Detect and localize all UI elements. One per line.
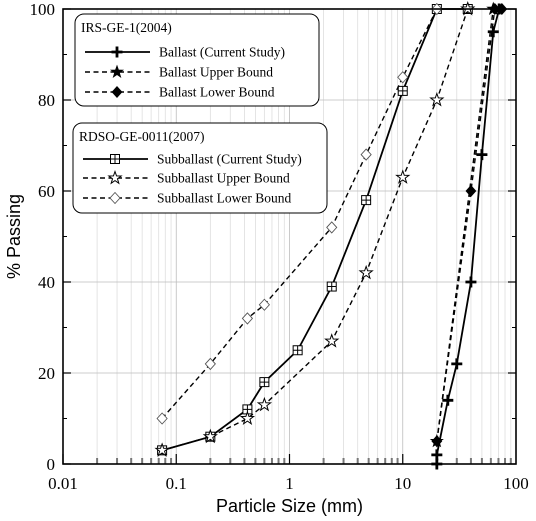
y-tick-label: 20: [38, 364, 55, 383]
marker-star-open: [239, 410, 256, 425]
legend-group: RDSO-GE-0011(2007) Subballast (Current St…: [72, 122, 328, 214]
legend-box: [72, 122, 328, 214]
series-line: [161, 8, 468, 452]
marker-star-open: [324, 333, 340, 348]
marker-plus: [476, 149, 488, 161]
marker-plus: [111, 46, 123, 58]
marker-square-plus: [361, 195, 372, 206]
marker-plus: [451, 358, 463, 370]
marker-diamond-open: [360, 148, 372, 161]
marker-diamond-open: [204, 357, 216, 371]
series: [431, 3, 505, 470]
x-tick-label: 1: [285, 474, 294, 493]
legend-label: Subballast Upper Bound: [157, 171, 290, 186]
y-tick-label: 40: [38, 273, 55, 292]
legend-label: Subballast (Current Study): [157, 152, 302, 167]
x-tick-label: 10: [394, 474, 411, 493]
marker-star-open: [154, 442, 170, 457]
marker-star-open: [256, 396, 273, 412]
marker-diamond-open: [397, 71, 409, 84]
marker-star-open: [202, 428, 218, 444]
x-axis-label: Particle Size (mm): [216, 496, 363, 516]
legend-title: RDSO-GE-0011(2007): [79, 129, 205, 144]
series-line: [161, 8, 438, 419]
legend-item: Subballast Upper Bound: [83, 169, 290, 186]
tick-labels: 0.01 0.1 1 10 100 0 20 40 60 80 100: [30, 0, 529, 493]
legend-item: Ballast Upper Bound: [85, 65, 273, 80]
marker-square-plus: [110, 154, 120, 164]
marker-square-plus: [292, 345, 303, 356]
y-tick-label: 100: [30, 0, 56, 19]
y-tick-label: 60: [38, 182, 55, 201]
marker-diamond-filled: [111, 86, 123, 98]
marker-diamond-open: [258, 298, 270, 311]
marker-square-plus: [259, 377, 270, 388]
marker-diamond-open: [156, 412, 168, 425]
x-tick-label: 0.1: [166, 474, 187, 493]
marker-diamond-open: [241, 312, 254, 325]
marker-plus: [465, 276, 477, 288]
marker-plus: [431, 449, 443, 461]
marker-diamond-open: [326, 221, 338, 234]
legend-label: Ballast Lower Bound: [159, 85, 275, 100]
legend-label: Subballast Lower Bound: [157, 191, 291, 206]
axis-ticks: [62, 8, 516, 465]
marker-diamond-filled: [431, 435, 443, 448]
x-tick-label: 0.01: [48, 474, 78, 493]
marker-star-open: [395, 169, 411, 184]
legend-item: Subballast Lower Bound: [83, 191, 291, 206]
plot-frame: [62, 8, 517, 465]
legend-label: Ballast (Current Study): [159, 45, 285, 60]
series: [154, 0, 476, 457]
series-line: [436, 8, 502, 442]
marker-square-plus: [326, 281, 337, 292]
legend-item: Subballast (Current Study): [83, 152, 302, 167]
y-tick-label: 0: [47, 455, 56, 474]
legend-group: IRS-GE-1(2004) Ballast (Current Study) Bal…: [74, 13, 320, 107]
marker-diamond-filled: [465, 185, 477, 197]
series-line: [435, 8, 501, 464]
marker-square-plus: [397, 85, 408, 96]
y-tick-label: 80: [38, 91, 55, 110]
x-tick-label: 100: [503, 474, 529, 493]
legend-box: [74, 13, 320, 107]
marker-star: [109, 64, 125, 78]
legend-item: Ballast Lower Bound: [85, 85, 275, 100]
marker-star-open: [107, 169, 123, 185]
legend-title: IRS-GE-1(2004): [81, 20, 172, 35]
legend: IRS-GE-1(2004) Ballast (Current Study) Bal…: [72, 13, 328, 214]
marker-star-open: [358, 264, 374, 280]
marker-star-open: [429, 91, 445, 107]
series: [431, 3, 508, 448]
legend-label: Ballast Upper Bound: [159, 65, 273, 80]
legend-item: Ballast (Current Study): [85, 45, 285, 60]
marker-diamond-open: [109, 191, 121, 205]
marker-plus: [442, 394, 454, 406]
y-axis-label: % Passing: [4, 194, 24, 279]
